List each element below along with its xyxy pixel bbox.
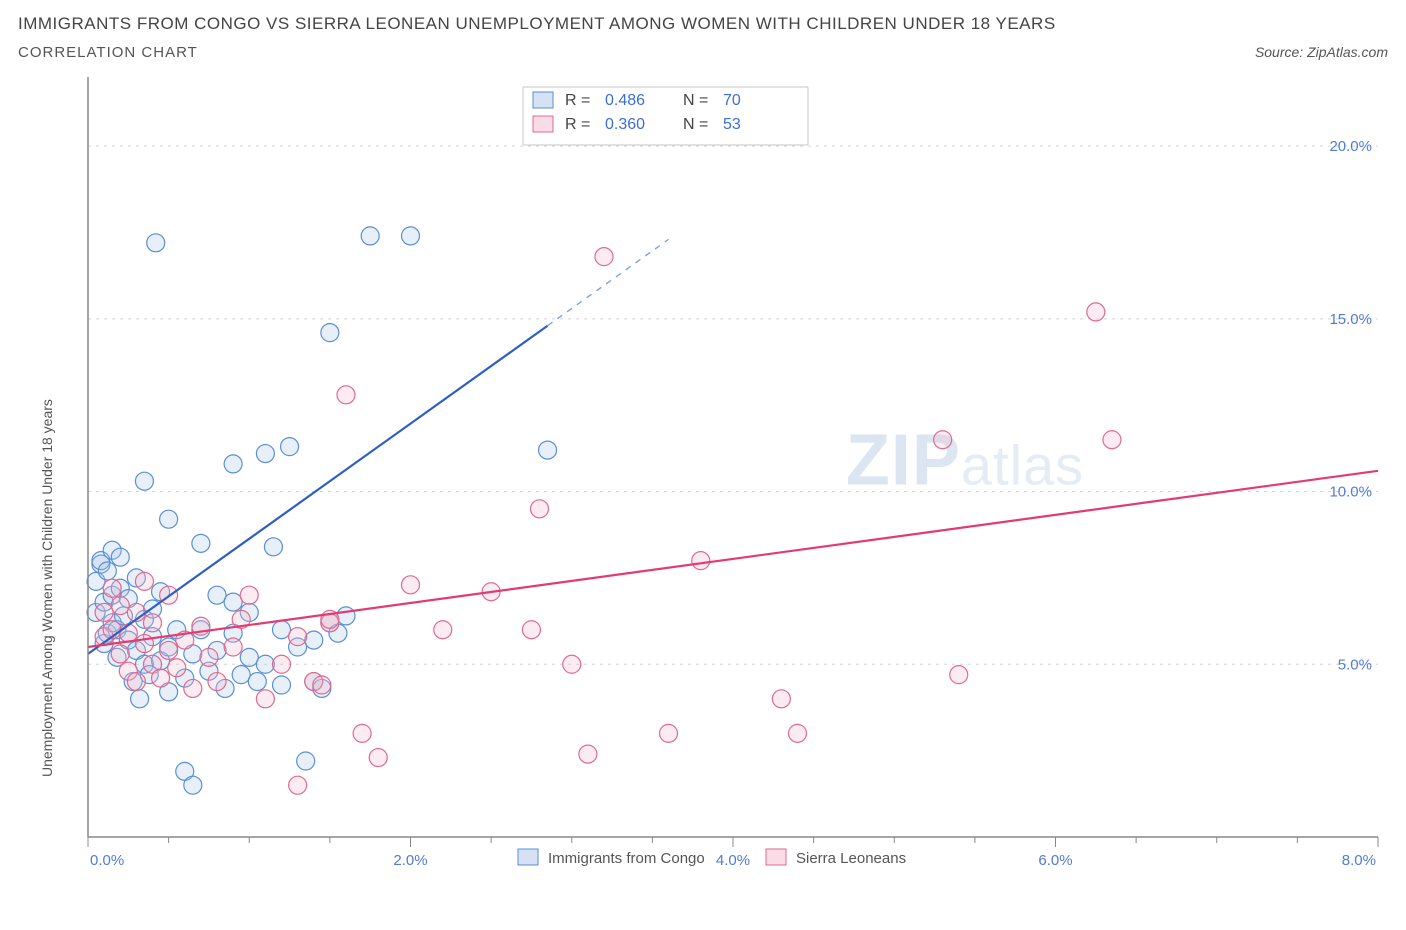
svg-text:6.0%: 6.0% (1038, 852, 1072, 869)
svg-text:4.0%: 4.0% (716, 852, 750, 869)
scatter-point (147, 234, 165, 252)
legend-swatch (766, 849, 786, 865)
svg-text:2.0%: 2.0% (393, 852, 427, 869)
scatter-point (539, 441, 557, 459)
scatter-point (240, 586, 258, 604)
scatter-point (337, 607, 355, 625)
scatter-point (595, 248, 613, 266)
scatter-point (127, 673, 145, 691)
scatter-point (224, 455, 242, 473)
correlation-chart: 5.0% 10.0% 15.0% 20.0% ZIPatlas 0.0% 2.0% 4.0% 6… (18, 69, 1388, 909)
scatter-point (184, 776, 202, 794)
scatter-point (224, 593, 242, 611)
svg-text:R =: R = (565, 116, 590, 133)
scatter-point (563, 655, 581, 673)
svg-text:0.486: 0.486 (605, 92, 645, 109)
scatter-point (192, 534, 210, 552)
svg-text:0.360: 0.360 (605, 116, 645, 133)
legend-label: Sierra Leoneans (796, 850, 906, 867)
svg-text:N =: N = (683, 92, 708, 109)
scatter-point (297, 752, 315, 770)
scatter-point (434, 621, 452, 639)
svg-text:0.0%: 0.0% (90, 852, 124, 869)
scatter-point (313, 676, 331, 694)
scatter-point (1103, 431, 1121, 449)
scatter-point (98, 562, 116, 580)
scatter-point (289, 776, 307, 794)
trend-line (88, 326, 548, 654)
scatter-point (273, 676, 291, 694)
scatter-point (273, 621, 291, 639)
scatter-point (522, 621, 540, 639)
scatter-point (160, 510, 178, 528)
scatter-point (135, 472, 153, 490)
scatter-point (934, 431, 952, 449)
scatter-point (119, 624, 137, 642)
scatter-point (402, 576, 420, 594)
scatter-point (131, 690, 149, 708)
scatter-point (184, 679, 202, 697)
scatter-point (353, 724, 371, 742)
subtitle-row: CORRELATION CHART Source: ZipAtlas.com (18, 44, 1388, 61)
scatter-point (660, 724, 678, 742)
scatter-point (256, 445, 274, 463)
scatter-point (361, 227, 379, 245)
scatter-point (232, 666, 250, 684)
scatter-point (200, 648, 218, 666)
svg-text:70: 70 (723, 92, 741, 109)
chart-svg: 5.0% 10.0% 15.0% 20.0% ZIPatlas 0.0% 2.0% 4.0% 6… (18, 69, 1388, 909)
scatter-point (103, 579, 121, 597)
scatter-point (305, 631, 323, 649)
svg-text:15.0%: 15.0% (1329, 311, 1372, 328)
chart-subtitle: CORRELATION CHART (18, 44, 198, 61)
scatter-point (531, 500, 549, 518)
legend-swatch (518, 849, 538, 865)
scatter-point (240, 648, 258, 666)
svg-text:20.0%: 20.0% (1329, 138, 1372, 155)
scatter-point (772, 690, 790, 708)
scatter-point (135, 635, 153, 653)
scatter-point (168, 659, 186, 677)
chart-title: IMMIGRANTS FROM CONGO VS SIERRA LEONEAN … (18, 14, 1388, 34)
svg-text:8.0%: 8.0% (1342, 852, 1376, 869)
scatter-point (337, 386, 355, 404)
scatter-point (208, 673, 226, 691)
scatter-point (224, 638, 242, 656)
svg-text:Unemployment Among Women with: Unemployment Among Women with Children U… (39, 399, 55, 777)
scatter-point (111, 548, 129, 566)
scatter-point (789, 724, 807, 742)
svg-text:ZIPatlas: ZIPatlas (846, 421, 1084, 501)
source-label: Source: ZipAtlas.com (1255, 44, 1388, 60)
scatter-point (950, 666, 968, 684)
scatter-point (273, 655, 291, 673)
scatter-point (111, 597, 129, 615)
scatter-point (208, 586, 226, 604)
scatter-point (160, 641, 178, 659)
scatter-point (281, 438, 299, 456)
scatter-point (692, 552, 710, 570)
scatter-point (256, 655, 274, 673)
svg-text:53: 53 (723, 116, 741, 133)
scatter-point (264, 538, 282, 556)
scatter-point (256, 690, 274, 708)
svg-text:5.0%: 5.0% (1338, 656, 1372, 673)
legend-label: Immigrants from Congo (548, 850, 705, 867)
svg-text:N =: N = (683, 116, 708, 133)
scatter-point (111, 645, 129, 663)
scatter-point (369, 749, 387, 767)
trend-line (88, 471, 1378, 647)
scatter-point (289, 628, 307, 646)
scatter-point (95, 603, 113, 621)
scatter-point (1087, 303, 1105, 321)
svg-text:10.0%: 10.0% (1329, 484, 1372, 501)
scatter-point (144, 614, 162, 632)
scatter-point (402, 227, 420, 245)
svg-text:R =: R = (565, 92, 590, 109)
scatter-point (135, 572, 153, 590)
scatter-point (321, 324, 339, 342)
scatter-point (248, 673, 266, 691)
scatter-point (152, 669, 170, 687)
scatter-point (579, 745, 597, 763)
